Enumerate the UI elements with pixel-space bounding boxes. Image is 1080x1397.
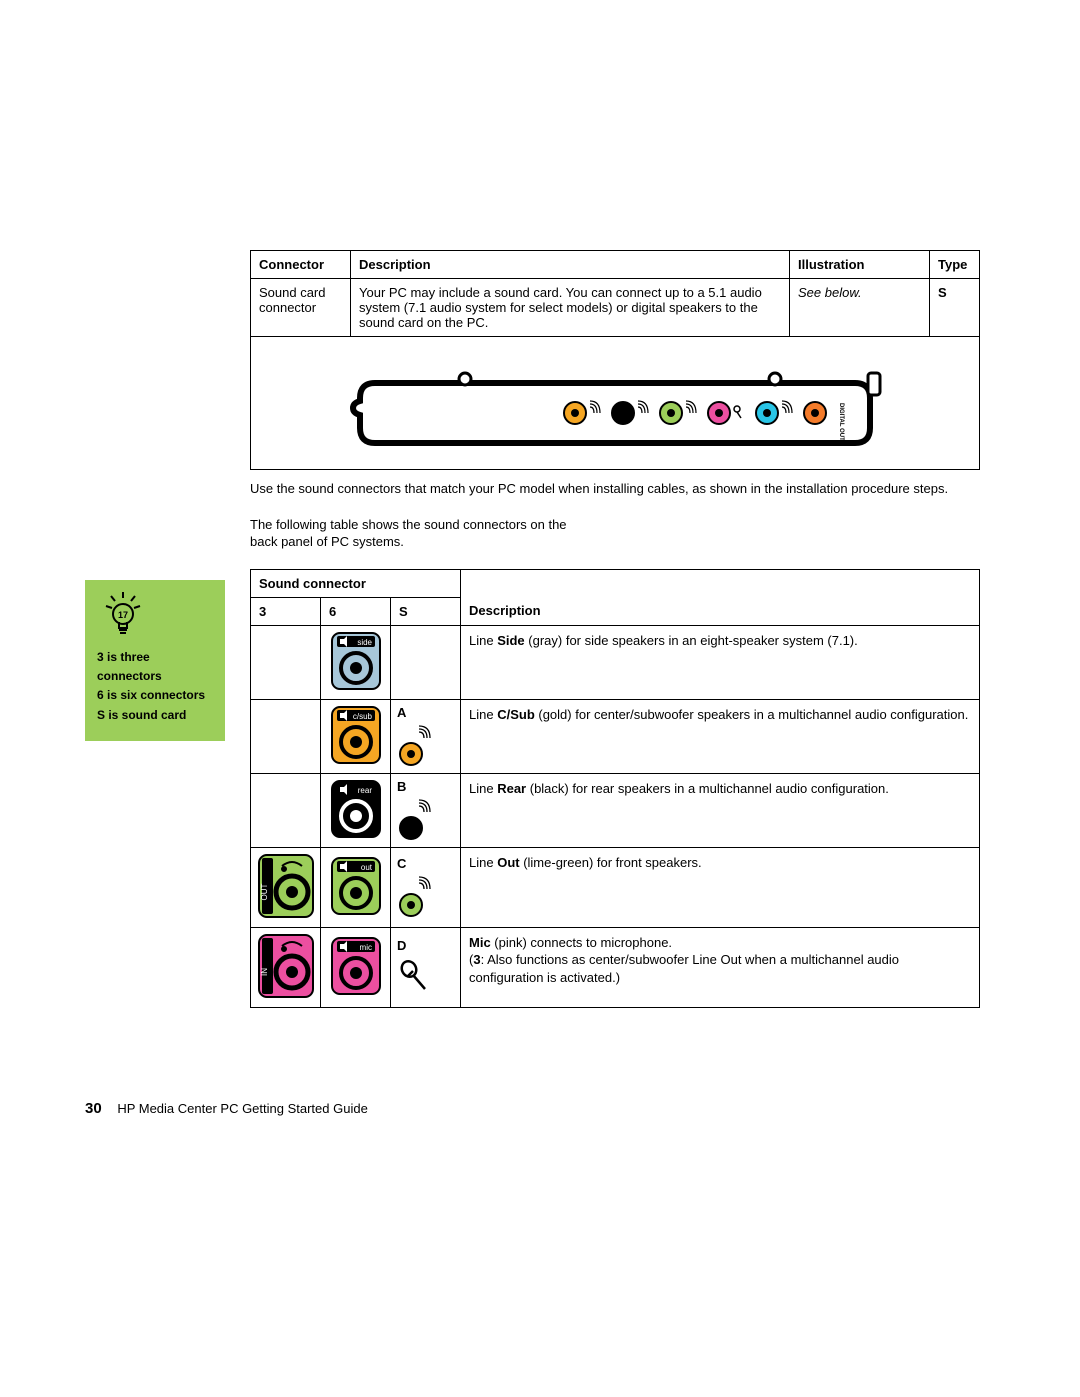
th-description: Description [351, 251, 790, 279]
svg-text:out: out [360, 863, 372, 872]
cell-desc: Line Out (lime-green) for front speakers… [461, 847, 980, 927]
cell-col3: IN [251, 927, 321, 1007]
connector-icon: side [329, 630, 383, 692]
th-type: Type [930, 251, 980, 279]
th-empty [461, 569, 980, 597]
connector-icon: out [329, 855, 383, 917]
cell-col6: mic [321, 927, 391, 1007]
cell-desc: Line Rear (black) for rear speakers in a… [461, 773, 980, 847]
cell-col-s: C [391, 847, 461, 927]
cell-col6: c/sub [321, 699, 391, 773]
svg-text:side: side [357, 638, 372, 647]
cell-desc: Line C/Sub (gold) for center/subwoofer s… [461, 699, 980, 773]
page-number: 30 [85, 1100, 102, 1117]
svg-text:c/sub: c/sub [352, 712, 372, 721]
mic-icon [395, 957, 435, 997]
jack-icon [395, 875, 435, 919]
table-row: OUT out C [251, 847, 980, 927]
connector-icon: IN [256, 932, 316, 1000]
svg-text:IN: IN [260, 967, 269, 975]
svg-text:17: 17 [118, 610, 128, 620]
cell-col3 [251, 625, 321, 699]
table-row: c/sub A Line C/Sub (gold) for center/sub… [251, 699, 980, 773]
table-row: rear B Line Rear (black) for rear speake… [251, 773, 980, 847]
th-sound-connector: Sound connector [251, 569, 461, 597]
svg-text:rear: rear [357, 786, 372, 795]
sound-connector-table: Sound connector 3 6 S Description side L… [250, 569, 980, 1008]
cell-col-s: B [391, 773, 461, 847]
cell-description: Your PC may include a sound card. You ca… [351, 279, 790, 337]
table-subheader-row: 3 6 S Description [251, 597, 980, 625]
table-row: IN mic D Mic (pink) connec [251, 927, 980, 1007]
cell-col6: side [321, 625, 391, 699]
sound-card-svg: DIGITAL OUT [335, 353, 895, 453]
cell-col-s: A [391, 699, 461, 773]
connector-icon: c/sub [329, 704, 383, 766]
cell-col-s: D [391, 927, 461, 1007]
paragraph-2: The following table shows the sound conn… [250, 516, 590, 551]
cell-col6: rear [321, 773, 391, 847]
cell-col-s [391, 625, 461, 699]
cell-connector: Sound card connector [251, 279, 351, 337]
tip-box: 17 3 is three connectors 6 is six connec… [85, 580, 225, 741]
connector-icon: rear [329, 778, 383, 840]
cell-col6: out [321, 847, 391, 927]
cell-col3 [251, 699, 321, 773]
th-6: 6 [321, 597, 391, 625]
th-illustration: Illustration [790, 251, 930, 279]
table-row: Sound card connector Your PC may include… [251, 279, 980, 337]
cell-type: S [930, 279, 980, 337]
footer-title: HP Media Center PC Getting Started Guide [117, 1101, 368, 1116]
card-illustration-row: DIGITAL OUT [251, 337, 980, 470]
cell-illustration: See below. [790, 279, 930, 337]
cell-col3: OUT [251, 847, 321, 927]
page-footer: 30 HP Media Center PC Getting Started Gu… [85, 1100, 368, 1117]
connector-table: Connector Description Illustration Type … [250, 250, 980, 470]
cell-col3 [251, 773, 321, 847]
sound-card-illustration: DIGITAL OUT [259, 343, 971, 463]
cell-desc: Line Side (gray) for side speakers in an… [461, 625, 980, 699]
connector-icon: OUT [256, 852, 316, 920]
svg-text:OUT: OUT [260, 883, 269, 900]
svg-text:mic: mic [359, 943, 371, 952]
tip-line-2: 6 is six connectors [97, 686, 213, 705]
cell-desc: Mic (pink) connects to microphone.(3: Al… [461, 927, 980, 1007]
tip-line-3: S is sound card [97, 706, 213, 725]
lightbulb-icon: 17 [103, 592, 143, 636]
table-header-row: Connector Description Illustration Type [251, 251, 980, 279]
table-header-row: Sound connector [251, 569, 980, 597]
th-connector: Connector [251, 251, 351, 279]
table-row: side Line Side (gray) for side speakers … [251, 625, 980, 699]
th-3: 3 [251, 597, 321, 625]
jack-icon [395, 724, 435, 768]
connector-icon: mic [329, 935, 383, 997]
th-s: S [391, 597, 461, 625]
svg-text:DIGITAL OUT: DIGITAL OUT [838, 403, 844, 441]
jack-icon [395, 798, 435, 842]
th-desc: Description [461, 597, 980, 625]
tip-line-1: 3 is three connectors [97, 648, 213, 686]
paragraph-1: Use the sound connectors that match your… [250, 480, 980, 498]
